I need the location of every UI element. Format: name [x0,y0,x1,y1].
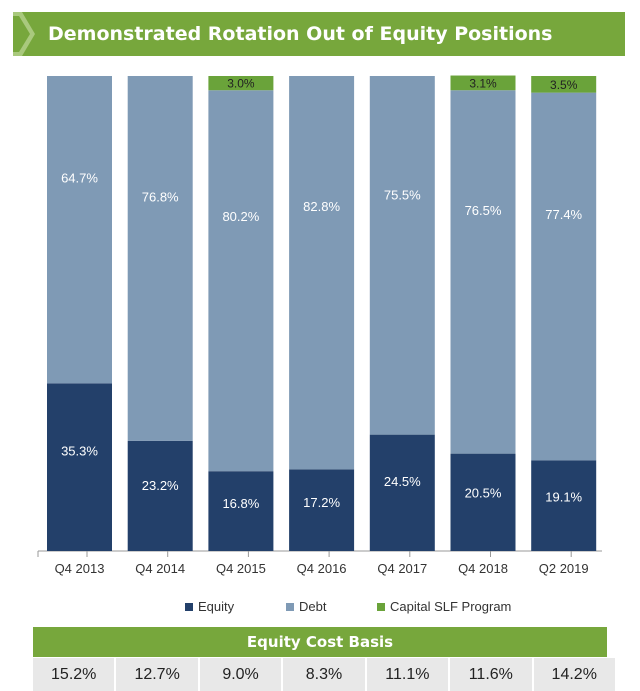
legend-item-capital-slf: Capital SLF Program [377,598,511,616]
legend-item-debt: Debt [286,598,326,616]
bar-segment-capital-slf-program [531,76,597,93]
data-label: 16.8% [222,496,259,511]
data-label: 76.5% [465,203,502,218]
stacked-bar-chart: 35.3% 64.7% Q4 2013 23.2% 76.8% Q4 2014 16.8% 8… [37,75,602,576]
data-label: 23.2% [142,478,179,493]
x-tick-label: Q4 2013 [55,561,105,576]
data-label: 35.3% [61,443,98,458]
legend-swatch-debt [286,602,294,611]
data-label: 80.2% [222,209,259,224]
bar-segment-capital-slf-program [450,75,516,91]
cost-basis-cell: 11.6% [450,658,532,691]
bar-segment-equity [531,460,597,551]
x-tick-label: Q4 2015 [216,561,266,576]
bar-segment-debt [369,76,435,435]
cost-basis-cell: 9.0% [199,658,282,691]
data-label: 76.8% [142,189,179,204]
legend-label-equity: Equity [198,599,235,614]
bar-segment-debt [127,76,193,441]
data-label: 3.0% [227,77,255,91]
bar-segment-capital-slf-program [208,76,274,91]
cost-basis-cell: 15.2% [33,658,115,691]
chevron-right-icon [13,12,35,56]
bar-segment-debt [208,90,274,472]
cost-basis-cell: 14.2% [533,658,615,691]
data-label: 3.5% [550,78,578,92]
bar-segment-equity [369,434,435,551]
bar-segment-equity [208,471,274,551]
data-label: 17.2% [303,495,340,510]
header-banner: Demonstrated Rotation Out of Equity Posi… [13,12,625,56]
legend-item-equity: Equity [185,598,234,616]
legend-swatch-equity [185,602,193,611]
x-tick-label: Q4 2017 [377,561,427,576]
legend-label-debt: Debt [299,599,327,614]
bar-segment-equity [47,383,112,551]
bar-segment-debt [289,76,355,470]
data-label: 3.1% [469,76,497,90]
legend-swatch-capital-slf [377,602,385,611]
data-label: 75.5% [384,187,421,202]
x-tick-label: Q2 2019 [539,561,589,576]
data-label: 20.5% [465,486,502,501]
cost-basis-title: Equity Cost Basis [33,627,607,657]
page-title: Demonstrated Rotation Out of Equity Posi… [48,23,553,45]
bar-segment-debt [450,90,516,454]
bar-segment-debt [47,76,112,384]
bar-segment-equity [450,453,516,551]
bar-segment-equity [127,440,193,551]
x-tick-label: Q4 2018 [458,561,508,576]
data-label: 82.8% [303,199,340,214]
data-label: 19.1% [545,490,582,505]
legend-label-capital-slf: Capital SLF Program [390,599,512,614]
bar-segment-debt [531,92,597,461]
x-tick-label: Q4 2014 [135,561,185,576]
cost-basis-cell: 11.1% [366,658,449,691]
bar-segment-equity [289,469,355,551]
cost-basis-cell: 12.7% [116,658,198,691]
chart-legend: Equity Debt Capital SLF Program [0,598,640,616]
data-label: 77.4% [545,207,582,222]
cost-basis-cell: 8.3% [283,658,365,691]
data-label: 24.5% [384,474,421,489]
data-label: 64.7% [61,170,98,185]
x-tick-label: Q4 2016 [297,561,347,576]
cost-basis-row: 15.2% 12.7% 9.0% 8.3% 11.1% 11.6% 14.2% [33,658,617,691]
